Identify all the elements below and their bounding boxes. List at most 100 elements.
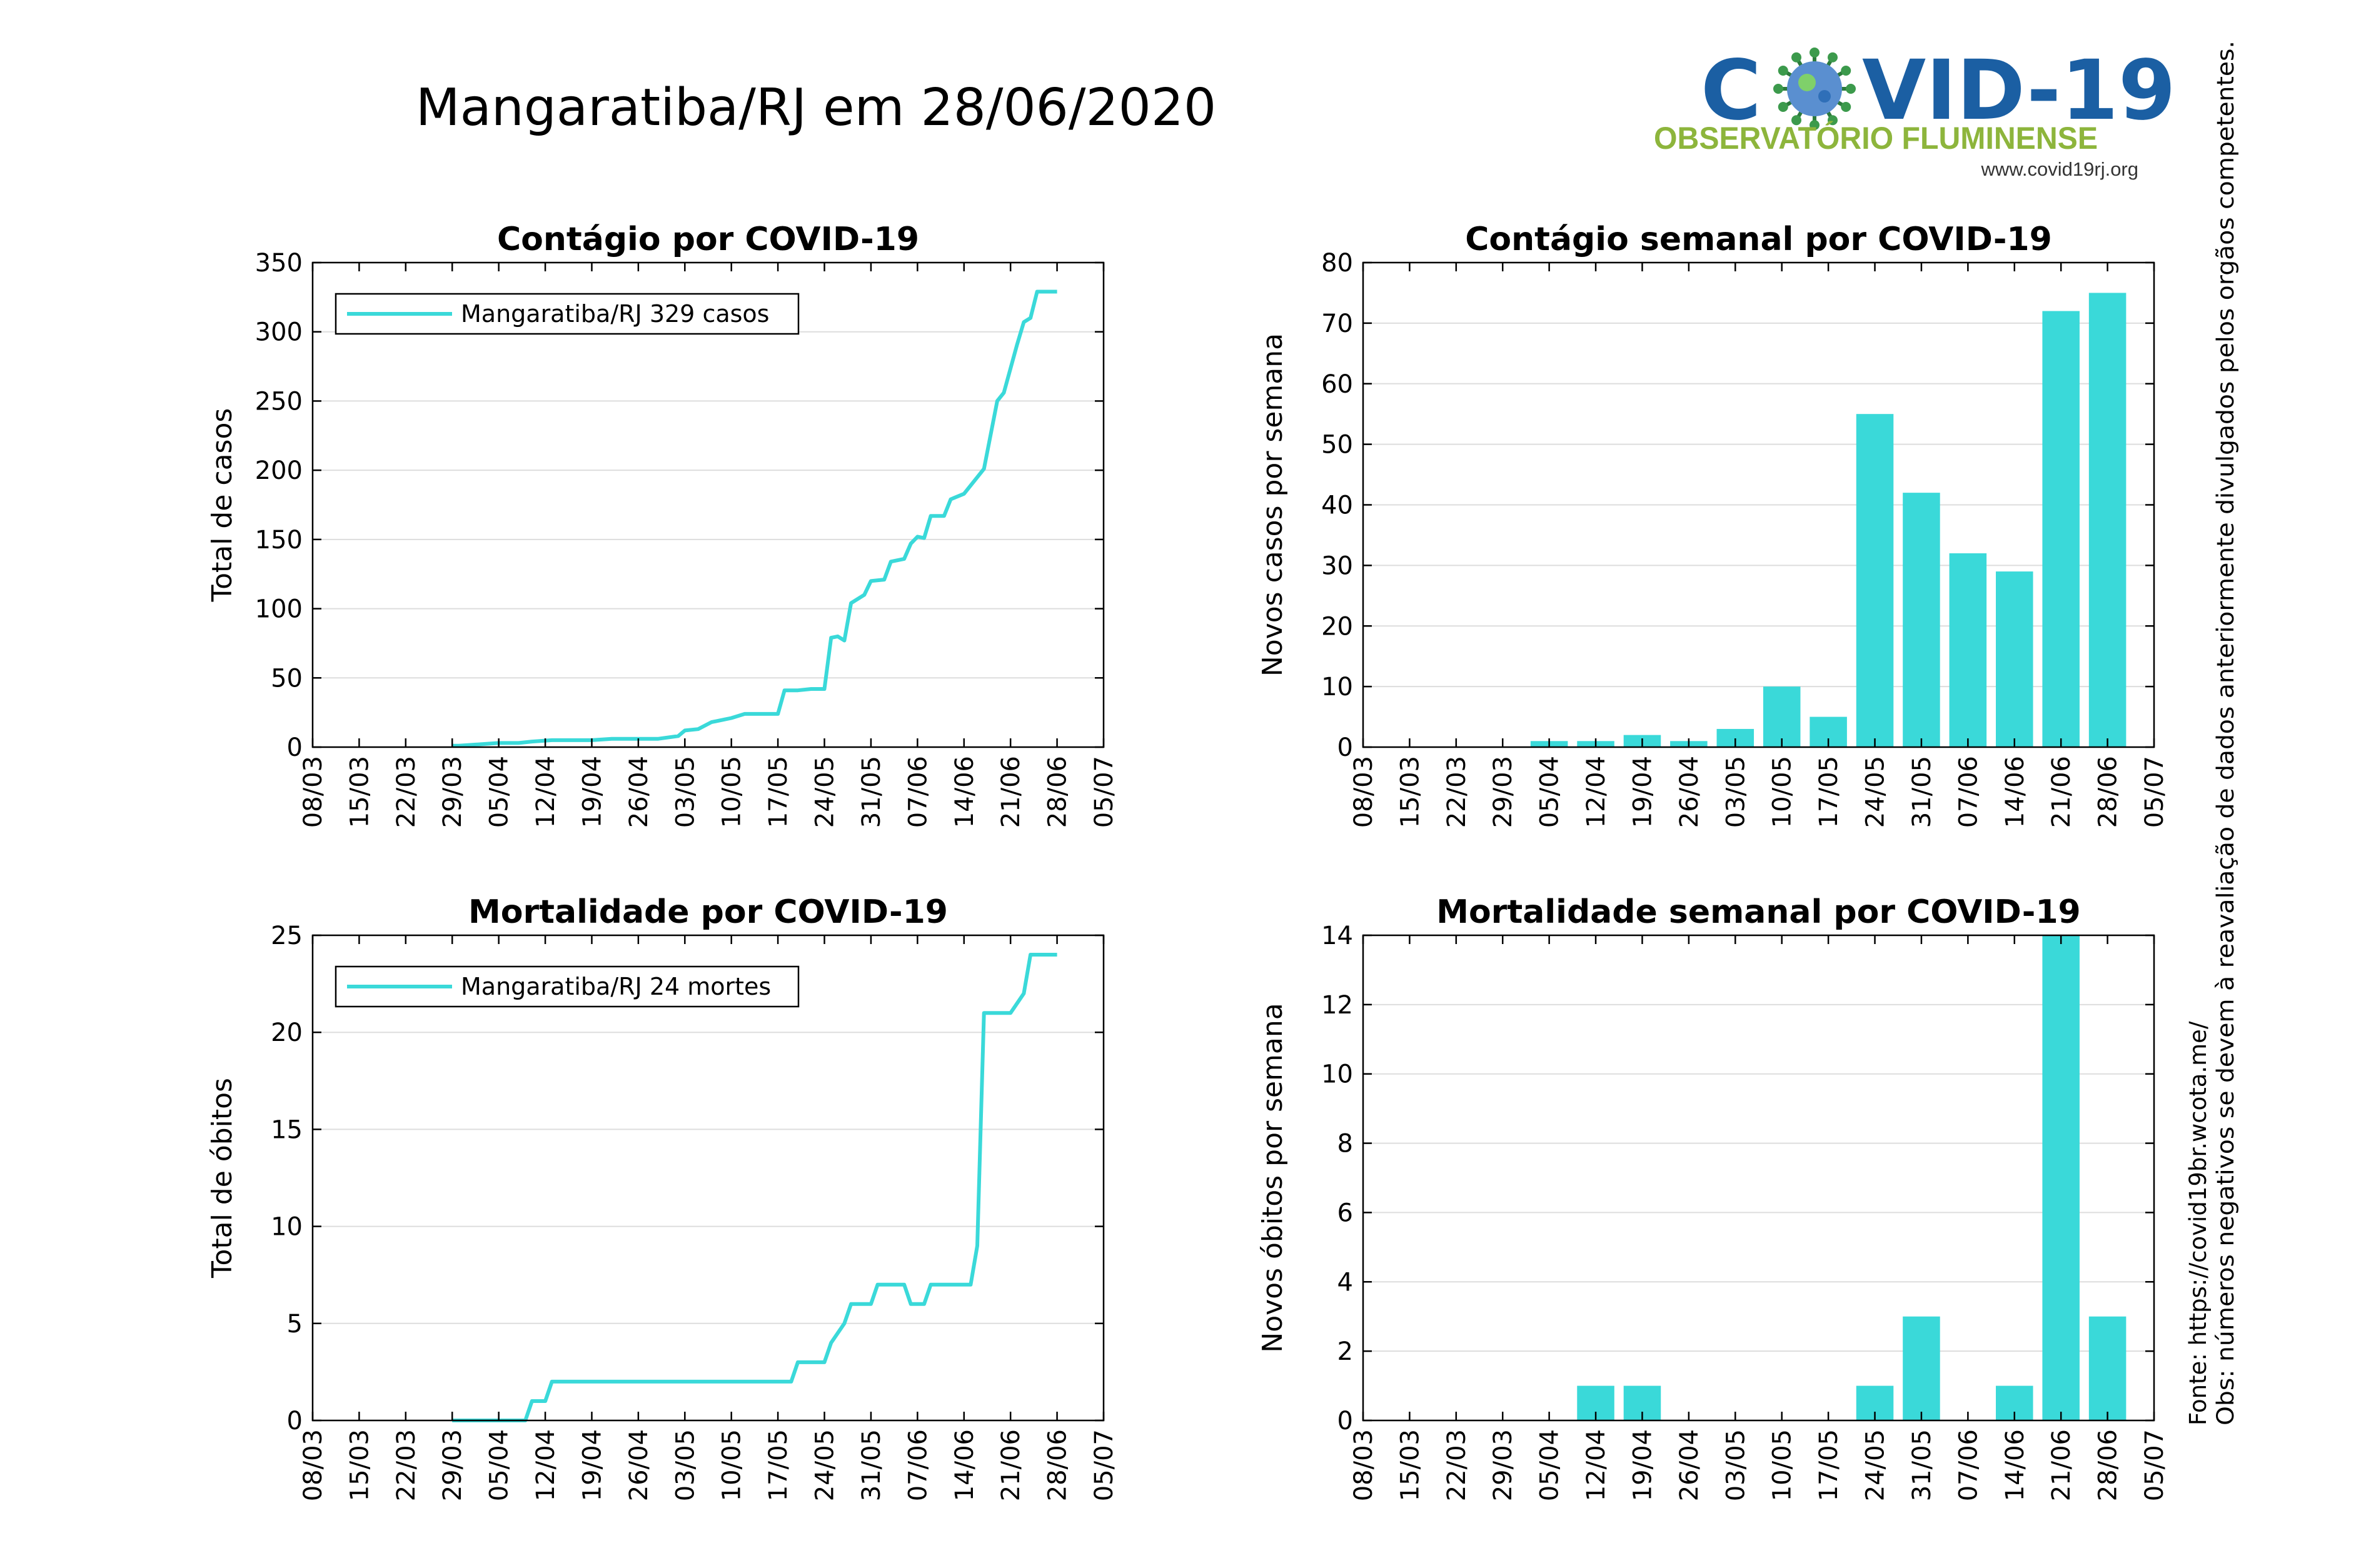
x-tick-label: 17/05: [764, 756, 793, 828]
x-tick-label: 31/05: [1908, 1429, 1936, 1501]
x-tick-label: 19/04: [578, 756, 607, 828]
x-tick-label: 10/05: [718, 1429, 747, 1501]
legend: Mangaratiba/RJ 24 mortes: [335, 965, 800, 1008]
chart-title: Mortalidade por COVID-19: [468, 893, 948, 931]
x-tick-label: 15/03: [1396, 1429, 1424, 1501]
x-tick-label: 03/05: [1721, 756, 1750, 828]
x-tick-label: 14/06: [2001, 756, 2030, 828]
y-axis-label: Total de óbitos: [206, 1078, 238, 1279]
y-axis-label: Total de casos: [206, 408, 238, 603]
chart-title: Contágio por COVID-19: [497, 221, 919, 258]
x-tick-label: 28/06: [2094, 1429, 2123, 1501]
x-tick-label: 03/05: [671, 1429, 700, 1501]
x-tick-label: 17/05: [764, 1429, 793, 1501]
y-axis-label: Novos óbitos por semana: [1257, 1003, 1289, 1352]
bar: [2042, 311, 2080, 747]
x-tick-label: 29/03: [438, 756, 467, 828]
x-tick-label: 15/03: [1396, 756, 1424, 828]
x-tick-label: 03/05: [671, 756, 700, 828]
x-tick-label: 15/03: [345, 756, 374, 828]
x-tick-label: 05/07: [2140, 756, 2169, 828]
y-tick-label: 10: [1321, 1060, 1353, 1089]
logo-url: www.covid19rj.org: [1980, 158, 2138, 180]
page-title: Mangaratiba/RJ em 28/06/2020: [416, 78, 1216, 138]
x-tick-label: 07/06: [904, 756, 932, 828]
x-tick-label: 14/06: [950, 756, 979, 828]
x-tick-label: 21/06: [997, 1429, 1025, 1501]
bar: [1949, 553, 1987, 747]
chart-cases-total: 0 50 100 150 200 250 300 350 08/03 15/03 22/03 29/0…: [206, 221, 1119, 828]
y-tick-label: 6: [1337, 1199, 1353, 1227]
y-tick-label: 70: [1321, 309, 1353, 338]
bar: [2088, 293, 2127, 747]
x-tick-label: 05/07: [1090, 756, 1119, 828]
x-tick-label: 28/06: [1044, 756, 1072, 828]
x-tick-label: 05/07: [2140, 1429, 2169, 1501]
x-tick-label: 14/06: [2001, 1429, 2030, 1501]
y-tick-label: 12: [1321, 991, 1353, 1020]
y-tick-label: 300: [255, 318, 303, 347]
x-tick-label: 22/03: [1442, 756, 1471, 828]
x-tick-label: 05/04: [485, 1429, 514, 1501]
x-tick-label: 07/06: [904, 1429, 932, 1501]
y-tick-label: 40: [1321, 491, 1353, 520]
y-tick-label: 0: [1337, 733, 1353, 762]
y-tick-label: 5: [287, 1310, 303, 1339]
chart-deaths-weekly: 0 2 4 6 8 10 12 14 08/03 15/03 22/03 29/03 05/04 12/0…: [1257, 893, 2169, 1501]
y-tick-label: 250: [255, 387, 303, 416]
x-tick-label: 07/06: [1954, 756, 1983, 828]
x-tick-label: 05/04: [1536, 1429, 1564, 1501]
x-tick-label: 26/04: [625, 1429, 653, 1501]
source-note: Fonte: https://covid19br.wcota.me/: [2185, 1021, 2212, 1425]
x-tick-label: 08/03: [299, 1429, 328, 1501]
bar: [2088, 1316, 2127, 1420]
y-tick-label: 10: [1321, 673, 1353, 701]
axes-frame: [311, 261, 1105, 748]
legend-label: Mangaratiba/RJ 24 mortes: [461, 973, 771, 1000]
x-tick-label: 24/05: [1861, 756, 1890, 828]
bar: [1903, 1316, 1940, 1420]
x-tick-label: 12/04: [1582, 756, 1611, 828]
y-tick-label: 50: [1321, 431, 1353, 460]
bar: [1763, 686, 1801, 747]
x-tick-label: 10/05: [718, 756, 747, 828]
bar: [1996, 571, 2033, 747]
y-tick-label: 0: [1337, 1407, 1353, 1435]
bar: [2042, 935, 2080, 1420]
y-tick-label: 350: [255, 249, 303, 278]
x-tick-label: 24/05: [811, 1429, 840, 1501]
x-tick-label: 26/04: [1675, 1429, 1704, 1501]
y-tick-label: 0: [287, 1407, 303, 1435]
series-line: [452, 953, 1057, 1422]
x-tick-label: 24/05: [811, 756, 840, 828]
y-tick-label: 0: [287, 733, 303, 762]
y-axis-label: Novos casos por semana: [1257, 333, 1289, 676]
x-tick-label: 28/06: [1044, 1429, 1072, 1501]
x-tick-label: 22/03: [1442, 1429, 1471, 1501]
x-tick-label: 19/04: [1628, 1429, 1657, 1501]
logo-title-c: C: [1701, 43, 1761, 139]
chart-title: Contágio semanal por COVID-19: [1465, 221, 2052, 258]
bar: [1903, 493, 1940, 747]
x-tick-label: 19/04: [1628, 756, 1657, 828]
x-tick-label: 08/03: [1349, 1429, 1378, 1501]
axes-frame: [311, 934, 1105, 1422]
x-tick-label: 17/05: [1815, 1429, 1843, 1501]
y-tick-label: 200: [255, 456, 303, 485]
x-tick-label: 08/03: [299, 756, 328, 828]
x-tick-label: 29/03: [1489, 1429, 1518, 1501]
x-tick-label: 05/04: [1536, 756, 1564, 828]
bar: [1856, 414, 1894, 747]
x-tick-label: 22/03: [392, 1429, 421, 1501]
coronavirus-icon: [1773, 48, 1856, 130]
x-tick-label: 29/03: [1489, 756, 1518, 828]
x-tick-label: 17/05: [1815, 756, 1843, 828]
y-tick-label: 150: [255, 526, 303, 555]
y-tick-label: 8: [1337, 1130, 1353, 1158]
x-tick-label: 26/04: [625, 756, 653, 828]
y-tick-label: 4: [1337, 1268, 1353, 1297]
y-tick-label: 20: [271, 1018, 303, 1047]
x-tick-label: 24/05: [1861, 1429, 1890, 1501]
y-tick-label: 50: [271, 664, 303, 693]
x-tick-label: 08/03: [1349, 756, 1378, 828]
